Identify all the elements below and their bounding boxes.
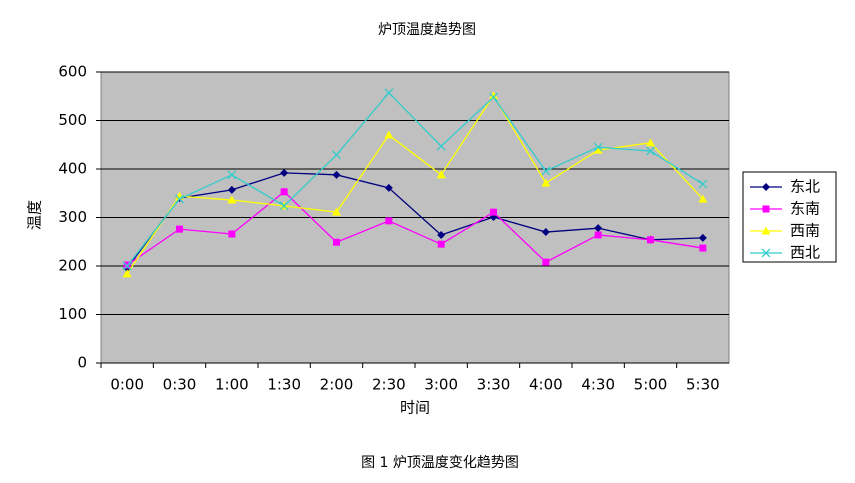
chart-title: 炉顶温度趋势图 (378, 22, 476, 38)
x-tick-label: 1:00 (215, 376, 249, 394)
y-tick-label: 0 (77, 354, 87, 372)
y-tick-label: 600 (58, 63, 87, 81)
marker (593, 142, 603, 152)
marker (280, 168, 289, 177)
marker (593, 145, 603, 154)
marker (228, 230, 236, 238)
marker (541, 228, 550, 237)
x-tick-label: 3:30 (477, 376, 511, 394)
marker (489, 91, 498, 100)
legend-label: 西南 (790, 222, 820, 240)
y-tick-label: 500 (58, 111, 87, 129)
marker (698, 194, 708, 203)
y-tick-label: 400 (58, 160, 87, 178)
marker (646, 138, 655, 147)
marker (489, 92, 498, 102)
legend-label: 东北 (790, 178, 820, 196)
series-line (126, 94, 704, 275)
y-tick-label: 100 (58, 305, 87, 323)
x-tick-label: 5:00 (634, 376, 668, 394)
marker (761, 226, 771, 235)
marker (647, 236, 654, 244)
marker (761, 248, 771, 258)
marker (332, 207, 341, 216)
y-tick-label: 300 (58, 208, 87, 226)
marker (541, 166, 551, 176)
marker (437, 230, 446, 239)
marker (490, 208, 497, 216)
marker (699, 244, 707, 252)
marker (437, 240, 445, 248)
marker (333, 238, 340, 246)
x-tick-label: 0:30 (163, 376, 197, 394)
marker (542, 258, 550, 266)
marker (646, 146, 655, 156)
marker (698, 179, 708, 189)
series-line (126, 172, 703, 269)
series-line (126, 190, 703, 266)
marker (332, 150, 341, 160)
x-tick-label: 1:30 (267, 376, 301, 394)
marker (280, 188, 288, 196)
x-tick-label: 5:30 (686, 376, 720, 394)
x-axis-label: 时间 (400, 399, 430, 417)
caption: 图 1 炉顶温度变化趋势图 (361, 455, 519, 471)
marker (384, 183, 393, 192)
marker (279, 201, 289, 211)
legend-label: 东南 (790, 200, 820, 218)
marker (541, 178, 551, 187)
x-tick-label: 4:00 (529, 376, 563, 394)
y-axis-label: 温度 (26, 200, 44, 230)
marker (762, 205, 770, 213)
marker (176, 225, 183, 233)
x-tick-label: 4:30 (581, 376, 615, 394)
x-tick-label: 0:00 (110, 376, 144, 394)
x-tick-label: 2:00 (320, 376, 354, 394)
marker (594, 231, 602, 239)
x-tick-label: 3:00 (424, 376, 458, 394)
marker (122, 261, 132, 271)
legend-label: 西北 (790, 244, 820, 262)
marker (332, 170, 341, 179)
x-tick-label: 2:30 (372, 376, 406, 394)
marker (385, 217, 393, 225)
marker (122, 269, 132, 278)
marker (698, 233, 707, 242)
marker (762, 183, 770, 191)
y-tick-label: 200 (58, 257, 87, 275)
marker (227, 185, 236, 194)
marker (436, 141, 446, 151)
marker (384, 88, 394, 98)
marker (436, 170, 446, 179)
series-line (126, 91, 704, 267)
marker (594, 224, 603, 233)
marker (175, 194, 184, 204)
marker (384, 130, 394, 139)
marker (227, 170, 237, 180)
marker (227, 195, 237, 204)
